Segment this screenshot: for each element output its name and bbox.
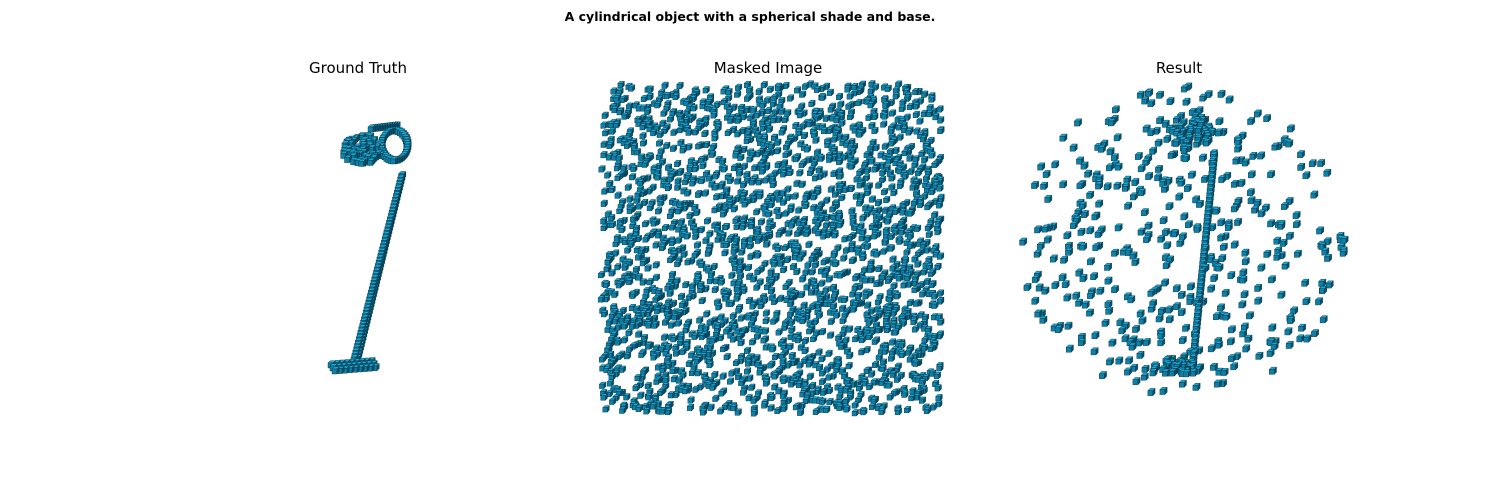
ground-truth-voxel-plot bbox=[327, 121, 412, 375]
masked-voxel-cloud bbox=[597, 80, 945, 417]
masked-image-voxel-plot bbox=[597, 80, 945, 417]
result-voxel-plot bbox=[1019, 82, 1349, 397]
result-title: Result bbox=[1155, 59, 1203, 77]
figure-title: A cylindrical object with a spherical sh… bbox=[564, 9, 936, 24]
ground-truth-title: Ground Truth bbox=[309, 59, 407, 77]
result-voxel-cloud bbox=[1019, 82, 1349, 397]
result-panel: Result bbox=[999, 55, 1359, 435]
ground-truth-panel: Ground Truth bbox=[178, 55, 538, 435]
lamp-voxels bbox=[327, 121, 412, 375]
masked-image-title: Masked Image bbox=[713, 59, 823, 77]
masked-image-panel: Masked Image bbox=[588, 55, 948, 435]
